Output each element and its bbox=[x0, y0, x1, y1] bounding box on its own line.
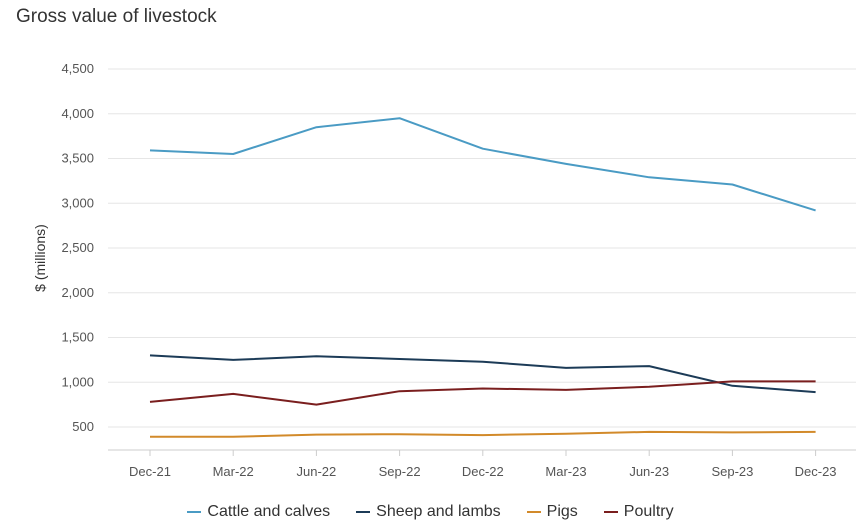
legend-label: Cattle and calves bbox=[207, 503, 331, 520]
x-tick-label: Sep-23 bbox=[711, 464, 753, 479]
x-tick-label: Dec-21 bbox=[129, 464, 171, 479]
y-tick-label: 2,500 bbox=[61, 240, 94, 255]
legend-item[interactable]: Pigs bbox=[526, 503, 578, 521]
chart-legend: Cattle and calves Sheep and lambs Pigs Poul… bbox=[0, 503, 861, 521]
y-tick-label: 1,000 bbox=[61, 374, 94, 389]
y-tick-label: 1,500 bbox=[61, 330, 94, 345]
legend-label: Pigs bbox=[546, 503, 578, 520]
series-line-cattle-and-calves[interactable] bbox=[149, 117, 816, 212]
series-line-pigs[interactable] bbox=[150, 430, 816, 438]
x-tick-label: Dec-22 bbox=[462, 464, 504, 479]
y-axis-title: $ (millions) bbox=[32, 224, 48, 292]
x-tick-label: Dec-23 bbox=[795, 464, 837, 479]
legend-item[interactable]: Cattle and calves bbox=[187, 503, 330, 521]
legend-label: Poultry bbox=[623, 503, 674, 520]
legend-item[interactable]: Sheep and lambs bbox=[356, 503, 501, 521]
y-axis-tick-labels: 500 1,000 1,500 2,000 2,500 3,000 3,500 4,000 4,… bbox=[61, 61, 94, 434]
legend-swatch bbox=[356, 511, 371, 513]
y-tick-label: 3,500 bbox=[61, 151, 94, 166]
y-tick-label: 500 bbox=[72, 419, 94, 434]
series-lines bbox=[149, 117, 816, 438]
x-tick-label: Sep-22 bbox=[379, 464, 421, 479]
chart-title: Gross value of livestock bbox=[16, 6, 217, 27]
series-line-poultry[interactable] bbox=[149, 380, 816, 406]
y-tick-label: 4,000 bbox=[61, 106, 94, 121]
legend-item[interactable]: Poultry bbox=[603, 503, 674, 521]
y-tick-label: 4,500 bbox=[61, 61, 94, 76]
legend-label: Sheep and lambs bbox=[376, 503, 501, 520]
y-tick-label: 3,000 bbox=[61, 195, 94, 210]
x-axis-tick-labels: Dec-21 Mar-22 Jun-22 Sep-22 Dec-22 Mar-23 Jun-… bbox=[129, 450, 837, 479]
series-line-sheep-and-lambs[interactable] bbox=[149, 354, 816, 394]
x-tick-label: Mar-22 bbox=[213, 464, 254, 479]
x-tick-label: Jun-23 bbox=[629, 464, 669, 479]
legend-swatch bbox=[526, 511, 541, 513]
x-tick-label: Mar-23 bbox=[545, 464, 586, 479]
line-chart: 500 1,000 1,500 2,000 2,500 3,000 3,500 4,000 4,… bbox=[32, 61, 856, 479]
legend-swatch bbox=[187, 511, 202, 513]
x-tick-label: Jun-22 bbox=[297, 464, 337, 479]
y-tick-label: 2,000 bbox=[61, 285, 94, 300]
legend-swatch bbox=[603, 511, 618, 513]
gridlines bbox=[108, 68, 856, 451]
